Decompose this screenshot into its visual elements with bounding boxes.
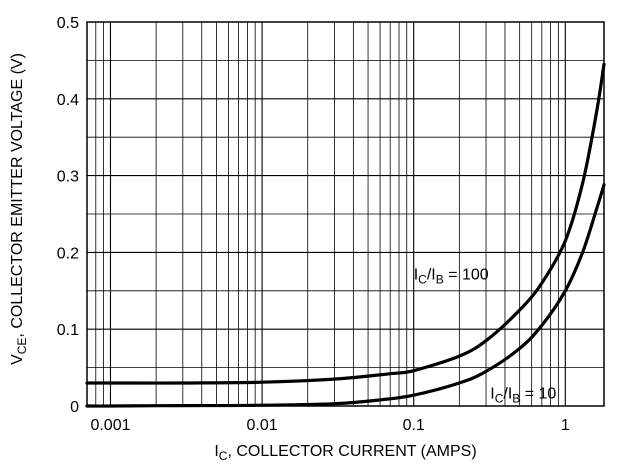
x-tick-label: 0.001: [90, 417, 130, 434]
curves: [85, 62, 606, 408]
y-tick-label: 0.4: [57, 92, 79, 109]
plot-frame: [86, 21, 605, 407]
curve-labels: IC/IB = 100 IC/IB = 10: [414, 266, 557, 405]
y-axis-label: VCE, COLLECTOR EMITTER VOLTAGE (V): [9, 53, 29, 365]
series-label-ic-ib-100: IC/IB = 100: [414, 266, 489, 286]
y-tick-label: 0.5: [57, 15, 79, 32]
x-tick-label: 0.1: [403, 417, 425, 434]
series-line-ic-ib-100: [85, 62, 606, 385]
y-tick-label: 0.3: [57, 169, 79, 186]
series-label-ic-ib-10: IC/IB = 10: [490, 385, 556, 405]
x-tick-label: 1: [561, 417, 570, 434]
tick-labels: 0.001 0.01 0.1 1 0 0.1 0.2 0.3 0.4 0.5: [57, 15, 570, 434]
x-tick-label: 0.01: [247, 417, 278, 434]
series-line-ic-ib-10: [85, 183, 606, 408]
y-tick-label: 0: [70, 399, 79, 416]
y-tick-label: 0.1: [57, 322, 79, 339]
y-tick-label: 0.2: [57, 245, 79, 262]
grid: [87, 22, 604, 406]
x-axis-label: IC, COLLECTOR CURRENT (AMPS): [214, 443, 476, 463]
